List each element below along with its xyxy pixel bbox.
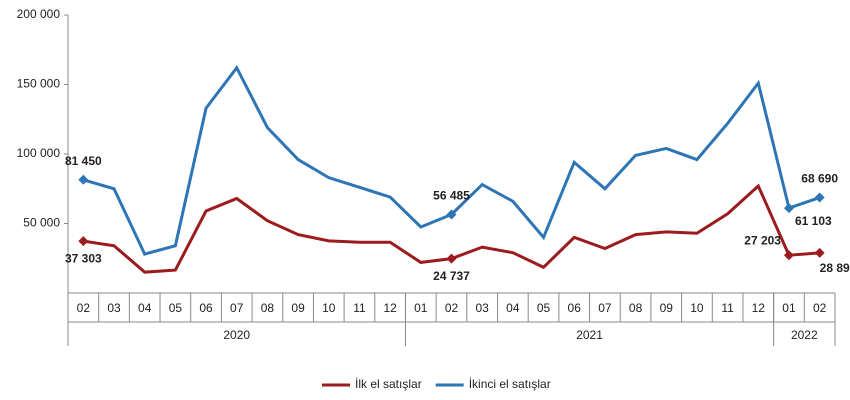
x-tick-label: 07 (230, 301, 244, 315)
x-tick-label: 11 (353, 301, 366, 315)
x-tick-label: 01 (782, 301, 796, 315)
x-tick-label: 12 (383, 301, 397, 315)
x-tick-label: 11 (721, 301, 734, 315)
x-tick-label: 12 (752, 301, 766, 315)
x-tick-label: 10 (690, 301, 704, 315)
legend-label: İkinci el satışlar (469, 377, 551, 391)
group-label: 2021 (576, 328, 603, 342)
x-tick-label: 08 (629, 301, 643, 315)
x-tick-label: 06 (199, 301, 213, 315)
group-label: 2020 (223, 328, 250, 342)
data-label: 24 737 (433, 269, 470, 283)
x-tick-label: 05 (537, 301, 551, 315)
x-tick-label: 01 (414, 301, 428, 315)
data-label: 81 450 (65, 154, 102, 168)
data-label: 68 690 (801, 172, 838, 186)
x-tick-label: 09 (291, 301, 305, 315)
data-label: 28 897 (820, 261, 850, 275)
point-marker (814, 192, 825, 203)
y-tick-label: 100 000 (17, 146, 61, 160)
data-label: 27 203 (744, 233, 781, 247)
x-tick-label: 08 (261, 301, 275, 315)
x-tick-label: 04 (138, 301, 152, 315)
point-marker (78, 174, 89, 185)
point-marker (78, 236, 89, 247)
data-label: 61 103 (795, 214, 832, 228)
x-tick-label: 02 (445, 301, 459, 315)
x-tick-label: 04 (506, 301, 520, 315)
point-marker (446, 253, 457, 264)
x-tick-label: 02 (813, 301, 827, 315)
x-tick-label: 02 (77, 301, 91, 315)
y-tick-label: 200 000 (17, 7, 61, 21)
y-tick-label: 50 000 (23, 216, 60, 230)
x-tick-label: 06 (568, 301, 582, 315)
data-label: 37 303 (65, 251, 102, 265)
y-tick-label: 150 000 (17, 77, 61, 91)
x-tick-label: 03 (107, 301, 121, 315)
x-tick-label: 05 (169, 301, 183, 315)
point-marker (783, 203, 794, 214)
x-tick-label: 10 (322, 301, 336, 315)
group-label: 2022 (791, 328, 818, 342)
x-tick-label: 09 (660, 301, 674, 315)
data-label: 56 485 (433, 189, 470, 203)
legend-label: İlk el satışlar (355, 377, 422, 391)
point-marker (783, 250, 794, 261)
x-tick-label: 07 (598, 301, 612, 315)
point-marker (446, 209, 457, 220)
x-tick-label: 03 (476, 301, 490, 315)
point-marker (814, 247, 825, 258)
